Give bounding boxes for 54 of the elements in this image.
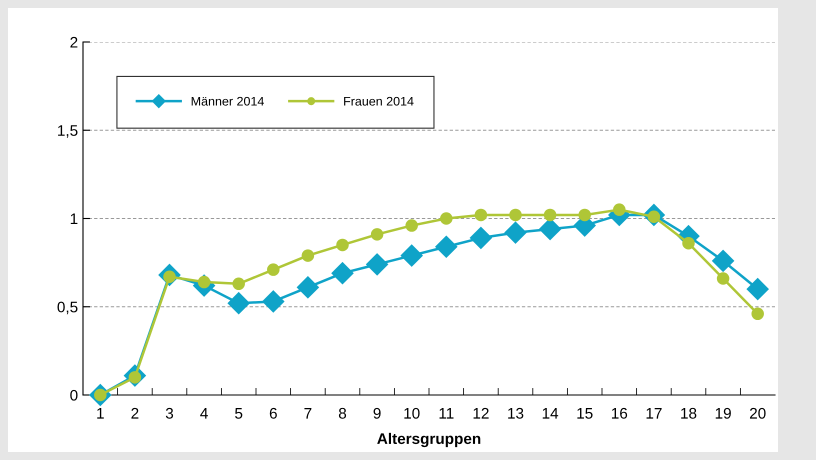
x-tick-label: 18 (681, 408, 696, 419)
point (267, 263, 280, 276)
x-tick-label: 3 (166, 408, 174, 419)
x-tick-label: 15 (577, 408, 593, 419)
y-tick-label: 1,5 (58, 125, 78, 138)
point (746, 278, 769, 300)
x-tick-label: 5 (235, 408, 242, 419)
point (370, 228, 384, 241)
point (613, 203, 626, 216)
point (440, 212, 453, 225)
x-tick-label: 8 (338, 408, 346, 419)
point (474, 208, 488, 222)
point (302, 249, 314, 262)
x-axis-title: Altersgruppen (377, 432, 480, 448)
legend-label: Frauen 2014 (344, 96, 414, 106)
x-tick-label: 1 (97, 408, 104, 419)
point (336, 238, 349, 252)
point (331, 262, 354, 284)
point (366, 253, 388, 276)
x-tick-label: 13 (508, 408, 524, 419)
x-tick-label: 20 (750, 408, 766, 419)
point (509, 208, 522, 222)
point (232, 278, 245, 290)
point (712, 250, 734, 272)
x-tick-label: 7 (304, 408, 312, 419)
x-tick-label: 10 (404, 408, 420, 419)
y-tick-label: 0,5 (58, 302, 78, 314)
point (405, 219, 418, 232)
x-tick-label: 16 (612, 408, 628, 419)
point (262, 290, 284, 312)
x-tick-label: 19 (716, 408, 731, 419)
y-tick-label: 2 (70, 36, 78, 48)
point (504, 222, 527, 244)
point (400, 244, 423, 267)
x-tick-label: 6 (270, 408, 277, 419)
x-tick-label: 12 (474, 408, 489, 419)
point (296, 276, 319, 298)
point (228, 292, 250, 314)
x-tick-label: 14 (542, 408, 558, 419)
y-tick-label: 1 (70, 214, 78, 224)
point (716, 272, 730, 285)
x-tick-label: 11 (440, 408, 454, 419)
legend-label: Männer 2014 (192, 96, 264, 106)
point (435, 236, 458, 258)
y-tick-label: 0 (70, 390, 78, 401)
x-tick-label: 4 (200, 408, 208, 419)
point (682, 236, 695, 250)
x-tick-label: 2 (131, 408, 138, 419)
point (470, 226, 492, 249)
point (578, 208, 591, 222)
point (751, 308, 764, 320)
x-tick-label: 17 (646, 408, 662, 419)
point (544, 208, 556, 222)
x-tick-label: 9 (374, 408, 381, 419)
